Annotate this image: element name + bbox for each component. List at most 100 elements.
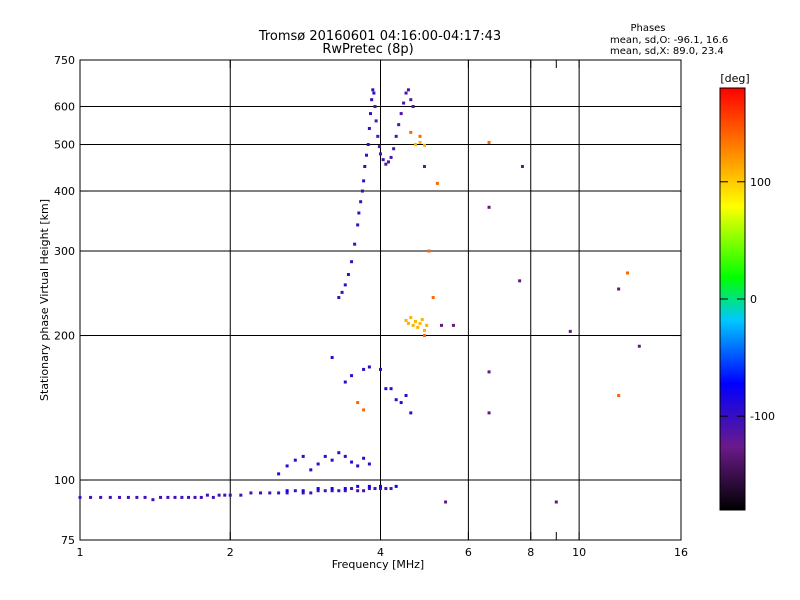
data-point-f-layer-o-lower — [366, 143, 370, 147]
colorbar-label: [deg] — [720, 72, 749, 85]
data-point-ground-trace — [211, 495, 215, 499]
data-point-f-layer-o-cusp — [394, 134, 398, 138]
data-point-scattered-positive — [625, 271, 629, 275]
data-point-e-layer-echoes — [409, 411, 413, 415]
data-point-ground-trace — [180, 495, 184, 499]
data-point-e-layer-echoes — [285, 464, 289, 468]
data-point-f-layer-o-lower — [343, 283, 347, 287]
data-point-f-layer-x — [409, 316, 413, 320]
data-point-ground-trace — [293, 489, 297, 493]
data-point-e-layer-echoes — [362, 367, 366, 371]
x-tick-label: 10 — [572, 546, 586, 559]
data-point-ground-trace — [343, 489, 347, 493]
data-point-scattered-positive — [356, 401, 360, 405]
x-tick-label: 2 — [227, 546, 234, 559]
data-point-ground-trace — [367, 487, 371, 491]
data-point-ground-trace — [301, 491, 305, 495]
data-point-f-layer-x — [425, 323, 429, 327]
data-point-e-layer-echoes — [293, 458, 297, 462]
colorbar-ticks: 100 0 -100 — [720, 176, 775, 423]
data-point-ground-trace-variant — [330, 487, 334, 491]
data-point-f-layer-o-cusp — [377, 145, 381, 149]
data-point-ground-trace — [159, 495, 163, 499]
data-point-e-layer-echoes — [362, 456, 366, 460]
phases-x-stats: mean, sd,X: 89.0, 23.4 — [610, 46, 724, 57]
phases-title: Phases — [630, 23, 665, 34]
x-tick-label: 4 — [377, 546, 384, 559]
data-point-sparse-points — [637, 344, 641, 348]
data-point-sparse-points — [444, 500, 448, 504]
data-point-e-layer-echoes — [337, 451, 341, 455]
data-point-scattered-positive — [617, 394, 621, 398]
chart-title: Tromsø 20160601 04:16:00-04:17:43 — [258, 29, 501, 44]
data-point-e-layer-echoes — [343, 454, 347, 458]
data-point-ground-trace-variant — [379, 484, 382, 488]
x-tick-label: 16 — [674, 546, 688, 559]
data-point-f-layer-x — [420, 317, 424, 321]
data-point-f-layer-x — [416, 325, 420, 329]
data-point-f-layer-o-cusp — [374, 119, 378, 123]
data-point-ground-trace — [78, 495, 82, 499]
chart-subtitle: RwPretec (8p) — [322, 42, 413, 57]
data-point-f-layer-o-cusp — [409, 98, 413, 102]
data-point-f-layer-o-lower — [365, 153, 369, 157]
data-point-e-layer-echoes — [343, 380, 347, 384]
data-point-ground-trace — [316, 489, 320, 493]
data-point-ground-trace — [89, 495, 93, 499]
data-point-f-layer-o-cusp — [399, 112, 403, 116]
data-point-ground-trace-variant — [343, 487, 347, 491]
y-tick-label: 200 — [54, 330, 75, 343]
data-point-e-layer-echoes — [309, 468, 313, 472]
data-point-f-layer-o-cusp — [384, 162, 388, 166]
data-point-e-layer-echoes — [394, 398, 398, 402]
data-point-ground-trace-variant — [356, 484, 360, 488]
data-point-f-layer-o-lower — [340, 290, 344, 294]
data-point-f-layer-o-lower — [369, 112, 373, 116]
data-point-f-layer-x — [422, 328, 426, 332]
data-point-e-layer-echoes — [301, 454, 305, 458]
data-point-f-layer-x — [404, 318, 408, 322]
data-point-f-layer-o-cusp — [373, 105, 377, 109]
y-tick-label: 500 — [54, 139, 75, 152]
data-point-sparse-points — [451, 323, 455, 327]
data-point-f-layer-x — [422, 143, 426, 147]
data-point-f-layer-x — [418, 321, 422, 325]
y-tick-label: 400 — [54, 185, 75, 198]
data-point-ground-trace — [285, 491, 289, 495]
data-point-sparse-points — [487, 370, 491, 374]
x-tick-label: 1 — [77, 546, 84, 559]
data-point-f-layer-o-cusp — [381, 158, 385, 162]
data-point-ground-trace — [166, 495, 170, 499]
data-point-ground-trace — [330, 489, 334, 493]
y-axis-label: Stationary phase Virtual Height [km] — [38, 199, 51, 401]
data-point-f-layer-o-lower — [353, 242, 357, 246]
data-point-ground-trace — [268, 491, 272, 495]
data-point-f-layer-o-cusp — [392, 147, 396, 151]
data-point-scattered-positive — [409, 130, 413, 134]
data-point-e-layer-echoes — [330, 458, 334, 462]
data-point-ground-trace-variant — [285, 489, 289, 493]
data-points — [78, 88, 641, 504]
y-axis-ticks: 75 100 200 300 400 500 600 750 — [54, 54, 681, 547]
data-point-ground-trace — [350, 487, 354, 491]
data-point-f-layer-o-cusp — [376, 134, 380, 138]
data-point-ground-trace — [99, 495, 103, 499]
y-tick-label: 600 — [54, 101, 75, 114]
y-tick-label: 750 — [54, 54, 75, 67]
y-tick-label: 75 — [61, 534, 75, 547]
data-point-f-layer-o-lower — [362, 179, 366, 183]
data-point-f-layer-o-lower — [357, 211, 361, 215]
y-tick-label: 300 — [54, 245, 75, 258]
data-point-sparse-points — [422, 164, 426, 168]
data-point-ground-trace-variant — [301, 489, 305, 493]
data-point-ground-trace — [309, 491, 313, 495]
data-point-e-layer-echoes — [356, 464, 360, 468]
data-point-scattered-positive — [487, 140, 491, 144]
data-point-f-layer-x — [411, 323, 415, 327]
data-point-ground-trace — [205, 493, 209, 497]
data-point-f-layer-o-lower — [360, 189, 364, 193]
data-point-e-layer-echoes — [350, 460, 354, 464]
data-point-scattered-positive — [427, 249, 431, 253]
data-point-ground-trace — [126, 495, 130, 499]
